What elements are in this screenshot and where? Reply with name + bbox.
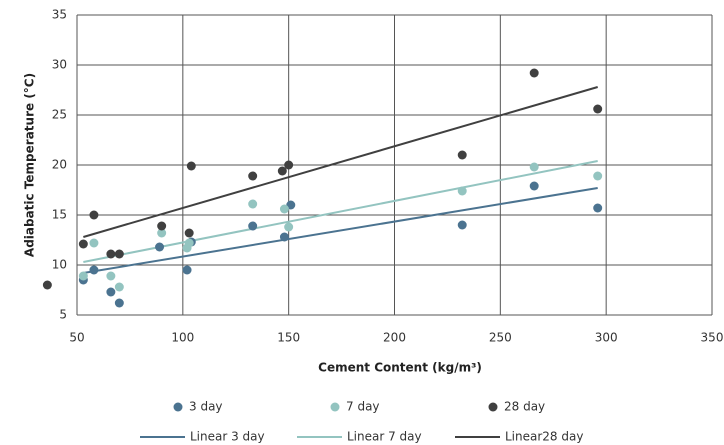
- point: [114, 298, 124, 308]
- point: [457, 150, 467, 160]
- point: [248, 221, 258, 231]
- point: [529, 68, 539, 78]
- point: [284, 222, 294, 232]
- point: [114, 282, 124, 292]
- legend-label: 28 day: [504, 400, 545, 414]
- legend-marker: [330, 402, 340, 412]
- point: [593, 171, 603, 181]
- legend-label: 3 day: [189, 400, 223, 414]
- point: [89, 210, 99, 220]
- point: [182, 265, 192, 275]
- y-tick-label: 10: [52, 258, 67, 272]
- y-tick-label: 30: [52, 58, 67, 72]
- trend-line: [83, 187, 598, 274]
- y-tick-label: 20: [52, 158, 67, 172]
- point: [529, 181, 539, 191]
- trend-line: [83, 160, 598, 263]
- y-tick-label: 35: [52, 8, 67, 22]
- x-tick-label: 100: [171, 331, 194, 345]
- point: [106, 271, 116, 281]
- point: [593, 104, 603, 114]
- point: [457, 220, 467, 230]
- point: [248, 199, 258, 209]
- legend-marker: [173, 402, 183, 412]
- x-tick-label: 350: [701, 331, 724, 345]
- point: [155, 242, 165, 252]
- x-tick-label: 250: [489, 331, 512, 345]
- point: [157, 228, 167, 238]
- legend-label: Linear28 day: [505, 430, 583, 444]
- point: [78, 239, 88, 249]
- y-tick-label: 25: [52, 108, 67, 122]
- point: [529, 162, 539, 172]
- point: [248, 171, 258, 181]
- legend-label: 7 day: [346, 400, 380, 414]
- y-tick-label: 5: [59, 308, 67, 322]
- point: [277, 166, 287, 176]
- point: [593, 203, 603, 213]
- legend-marker: [488, 402, 498, 412]
- point: [89, 238, 99, 248]
- point: [279, 232, 289, 242]
- y-axis-title: Adiabatic Temperature (°C): [23, 73, 37, 257]
- point: [106, 287, 116, 297]
- point: [157, 221, 167, 231]
- x-axis-title: Cement Content (kg/m³): [318, 361, 482, 375]
- point: [89, 265, 99, 275]
- point: [284, 160, 294, 170]
- y-tick-label: 15: [52, 208, 67, 222]
- point: [78, 271, 88, 281]
- point: [279, 204, 289, 214]
- point: [457, 186, 467, 196]
- point: [106, 249, 116, 259]
- point: [42, 280, 52, 290]
- legend-label: Linear 3 day: [190, 430, 265, 444]
- x-tick-label: 150: [277, 331, 300, 345]
- x-tick-label: 300: [595, 331, 618, 345]
- trend-line: [83, 86, 598, 238]
- point: [114, 249, 124, 259]
- legend-label: Linear 7 day: [347, 430, 422, 444]
- point: [184, 238, 194, 248]
- point: [184, 228, 194, 238]
- x-tick-label: 200: [383, 331, 406, 345]
- point: [186, 161, 196, 171]
- x-tick-label: 50: [69, 331, 84, 345]
